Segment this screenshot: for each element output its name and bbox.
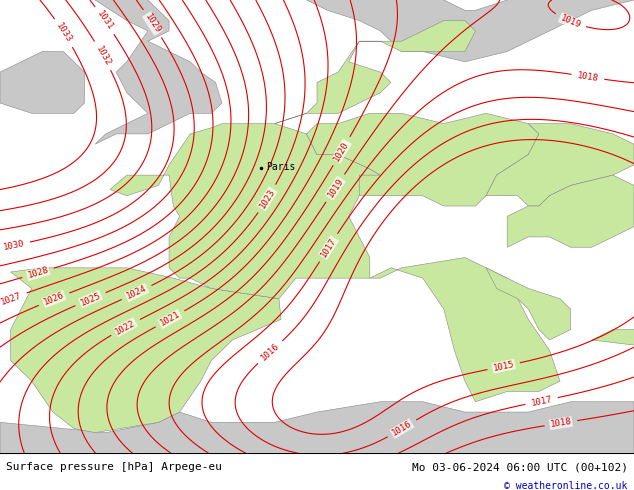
Text: Surface pressure [hPa] Arpege-eu: Surface pressure [hPa] Arpege-eu — [6, 462, 223, 472]
Text: 1022: 1022 — [114, 318, 137, 336]
Polygon shape — [592, 330, 634, 412]
Polygon shape — [306, 113, 539, 206]
Text: 1023: 1023 — [257, 187, 277, 210]
Text: 1027: 1027 — [0, 291, 23, 306]
Text: 1029: 1029 — [143, 12, 162, 35]
Polygon shape — [0, 402, 634, 453]
Text: © weatheronline.co.uk: © weatheronline.co.uk — [504, 481, 628, 490]
Polygon shape — [275, 21, 476, 123]
Text: 1020: 1020 — [332, 140, 351, 163]
Text: 1024: 1024 — [125, 284, 148, 301]
Text: 1021: 1021 — [158, 310, 181, 328]
Polygon shape — [0, 51, 84, 113]
Polygon shape — [84, 0, 222, 144]
Text: Mo 03-06-2024 06:00 UTC (00+102): Mo 03-06-2024 06:00 UTC (00+102) — [411, 462, 628, 472]
Text: 1032: 1032 — [94, 44, 112, 67]
Text: 1017: 1017 — [530, 394, 553, 408]
Polygon shape — [370, 258, 560, 402]
Polygon shape — [110, 123, 380, 299]
Polygon shape — [486, 268, 571, 340]
Text: 1030: 1030 — [3, 239, 25, 252]
Text: 1025: 1025 — [79, 291, 102, 307]
Text: 1026: 1026 — [42, 291, 66, 307]
Text: 1016: 1016 — [259, 342, 281, 363]
Polygon shape — [11, 268, 281, 433]
Text: 1018: 1018 — [576, 71, 599, 83]
Polygon shape — [306, 0, 634, 62]
Text: 1016: 1016 — [391, 419, 413, 438]
Text: 1015: 1015 — [492, 360, 515, 373]
Text: Paris: Paris — [266, 162, 295, 172]
Text: 1031: 1031 — [95, 9, 115, 32]
Text: 1018: 1018 — [550, 417, 573, 429]
Text: 1019: 1019 — [326, 177, 345, 199]
Text: 1019: 1019 — [559, 13, 582, 30]
Text: 1017: 1017 — [319, 236, 338, 259]
Polygon shape — [507, 175, 634, 247]
Text: 1033: 1033 — [55, 22, 74, 45]
Text: 1028: 1028 — [27, 266, 49, 280]
Polygon shape — [486, 123, 634, 206]
